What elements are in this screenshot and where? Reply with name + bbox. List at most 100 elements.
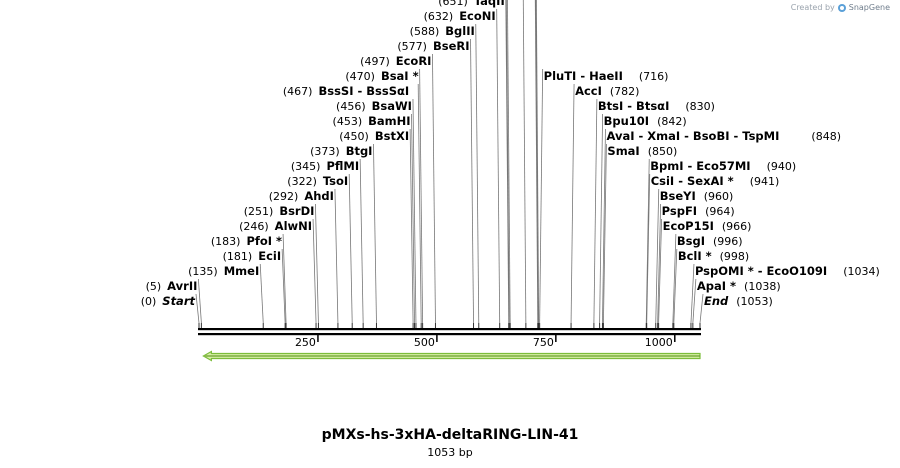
enzyme-label[interactable]: EciI: [258, 249, 281, 263]
site-position: (497): [360, 55, 390, 68]
site-position: (651): [438, 0, 468, 8]
tick-label: 250: [295, 336, 316, 349]
enzyme-label[interactable]: EcoNI: [459, 9, 495, 23]
enzyme-label[interactable]: TaqII: [474, 0, 505, 8]
site-position: (373): [310, 145, 340, 158]
plasmid-length: 1053 bp: [427, 446, 473, 459]
site-position: (1038): [744, 280, 781, 293]
enzyme-label[interactable]: AhdI: [304, 189, 334, 203]
enzyme-label[interactable]: SmaI: [607, 144, 639, 158]
leader-line: [593, 98, 598, 324]
backbone-bottom-strand: [198, 333, 701, 336]
enzyme-label[interactable]: PfoI *: [246, 234, 282, 248]
enzyme-label[interactable]: Start: [162, 294, 195, 308]
site-position: (716): [639, 70, 669, 83]
feature-track[interactable]: [202, 350, 701, 362]
leader-line: [534, 0, 539, 324]
leader-line: [603, 143, 607, 324]
site-position: (830): [685, 100, 715, 113]
site-position: (577): [397, 40, 427, 53]
ruler-ticks: 250 500 750 1000: [295, 335, 676, 349]
enzyme-label[interactable]: CsiI - SexAI *: [651, 174, 734, 188]
enzyme-label[interactable]: AvrII: [167, 279, 197, 293]
enzyme-label[interactable]: AlwNI: [275, 219, 312, 233]
enzyme-label[interactable]: EcoP15I: [663, 219, 714, 233]
leader-line: [522, 0, 527, 324]
site-position: (0): [141, 295, 157, 308]
enzyme-label[interactable]: AvaI - XmaI - BsoBI - TspMI: [606, 129, 779, 143]
leader-line: [570, 83, 575, 324]
enzyme-label[interactable]: BamHI: [368, 114, 410, 128]
leader-line: [599, 113, 604, 324]
site-position: (470): [345, 70, 375, 83]
site-position: (246): [239, 220, 269, 233]
enzyme-label[interactable]: AccI: [575, 84, 602, 98]
leader-line: [602, 128, 606, 324]
enzyme-label[interactable]: ApaI *: [697, 279, 736, 293]
leader-line: [646, 173, 651, 324]
snapgene-logo-icon: [837, 3, 846, 12]
tick-label: 750: [533, 336, 554, 349]
tick-label: 1000: [645, 336, 673, 349]
enzyme-label[interactable]: BstXI: [375, 129, 409, 143]
site-position: (998): [720, 250, 750, 263]
enzyme-label[interactable]: End: [704, 294, 729, 308]
leader-line: [419, 68, 424, 324]
enzyme-labels: (0) Start(5) AvrII(135) MmeI(181) EciI (183) P…: [141, 0, 880, 308]
enzyme-label[interactable]: BseYI: [660, 189, 696, 203]
leader-line: [699, 293, 704, 324]
leader-line: [281, 248, 286, 324]
site-position: (1034): [843, 265, 880, 278]
leader-line: [315, 203, 319, 324]
enzyme-label[interactable]: BglII: [445, 24, 475, 38]
enzyme-label[interactable]: PflMI: [326, 159, 359, 173]
leader-line: [657, 203, 662, 324]
site-position: (467): [283, 85, 313, 98]
enzyme-label[interactable]: PspOMI * - EcoO109I: [695, 264, 827, 278]
site-position: (966): [722, 220, 752, 233]
site-stubs: [198, 323, 701, 328]
leader-line: [505, 0, 510, 324]
site-position: (782): [610, 85, 640, 98]
credit-prefix: Created by: [790, 3, 835, 12]
leader-line: [505, 0, 510, 324]
enzyme-label[interactable]: BtgI: [346, 144, 373, 158]
enzyme-label[interactable]: BseRI: [433, 39, 470, 53]
sequence-backbone: [198, 328, 701, 336]
enzyme-label[interactable]: PspFI: [662, 204, 697, 218]
site-position: (183): [211, 235, 241, 248]
enzyme-label[interactable]: BsgI: [677, 234, 705, 248]
tick-label: 500: [414, 336, 435, 349]
site-position: (5): [146, 280, 162, 293]
site-position: (588): [410, 25, 440, 38]
enzyme-label[interactable]: BtsI - BtsαI: [598, 99, 669, 113]
leader-line: [334, 188, 339, 324]
site-position: (632): [424, 10, 454, 23]
leader-line: [412, 98, 417, 324]
leader-line: [507, 0, 511, 324]
site-position: (181): [223, 250, 253, 263]
enzyme-label[interactable]: Bpu10I: [604, 114, 649, 128]
site-position: (964): [705, 205, 735, 218]
enzyme-label[interactable]: BsaWI: [372, 99, 412, 113]
enzyme-label[interactable]: TsoI: [323, 174, 348, 188]
leader-line: [348, 173, 353, 324]
enzyme-label[interactable]: BsrDI: [279, 204, 314, 218]
enzyme-label[interactable]: PluTI - HaeII: [544, 69, 623, 83]
leader-line: [672, 233, 677, 324]
leader-line: [373, 143, 377, 324]
enzyme-label[interactable]: BclI *: [678, 249, 712, 263]
leader-line: [417, 83, 422, 324]
enzyme-label[interactable]: BsaI *: [381, 69, 419, 83]
leader-line: [432, 53, 436, 324]
plasmid-name: pMXs-hs-3xHA-deltaRING-LIN-41: [321, 427, 579, 443]
site-position: (292): [269, 190, 299, 203]
leader-line: [312, 218, 317, 324]
site-position: (848): [811, 130, 841, 143]
leader-line: [496, 8, 501, 324]
enzyme-label[interactable]: EcoRI: [396, 54, 432, 68]
enzyme-label[interactable]: MmeI: [224, 264, 260, 278]
leader-line: [690, 263, 695, 324]
enzyme-label[interactable]: BpmI - Eco57MI: [650, 159, 750, 173]
enzyme-label[interactable]: BssSI - BssSαI: [318, 84, 409, 98]
